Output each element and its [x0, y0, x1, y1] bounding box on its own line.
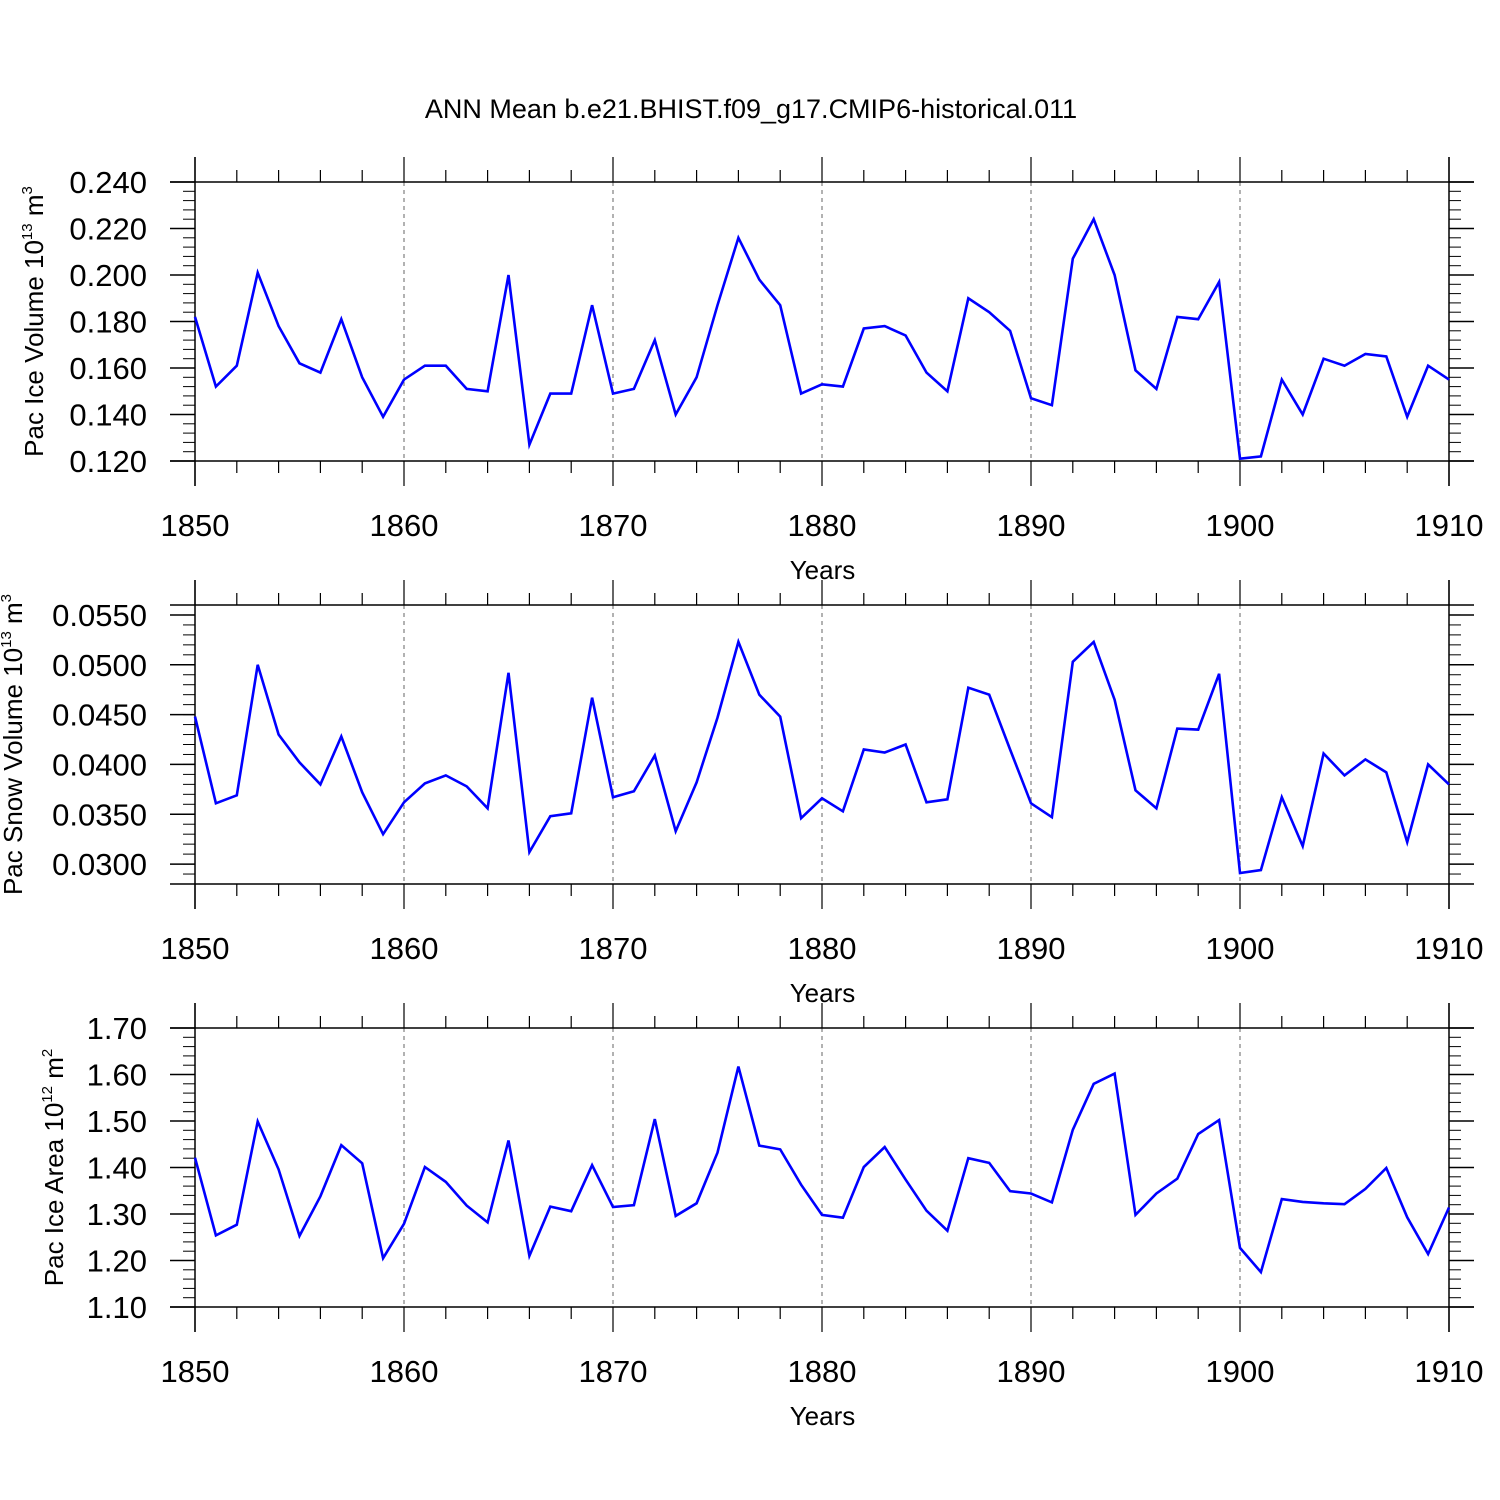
x-tick-label: 1870: [579, 508, 648, 543]
y-axis-title-text: Pac Ice Area 10: [39, 1103, 69, 1287]
panel-1: 0.120 0.140 0.160 0.180 0.200 0.220 0.240 1850 1…: [19, 157, 1483, 585]
y-tick-label: 0.240: [69, 165, 147, 200]
y-tick-label: 1.30: [87, 1197, 147, 1232]
y-tick-label: 0.0500: [52, 648, 147, 683]
x-tick-label: 1890: [997, 1354, 1066, 1389]
series-line: [193, 216, 1450, 461]
y-tick-label: 0.0450: [52, 698, 147, 733]
x-tick-label: 1850: [161, 1354, 230, 1389]
x-tick-label: 1890: [997, 931, 1066, 966]
y-tick-label: 0.180: [69, 305, 147, 340]
x-tick-label: 1850: [161, 931, 230, 966]
y-tick-label: 0.0300: [52, 847, 147, 882]
y-axis-title-text: m: [19, 194, 49, 223]
y-axis-title-exponent: 2: [39, 1049, 56, 1057]
y-tick-label: 0.140: [69, 398, 147, 433]
x-tick-label: 1870: [579, 931, 648, 966]
y-axis-title: Pac Snow Volume 1013 m3: [0, 594, 28, 895]
y-axis-title-text: m: [39, 1057, 69, 1086]
y-axis-title-text: Pac Ice Volume 10: [19, 240, 49, 457]
y-tick-label: 0.220: [69, 212, 147, 247]
y-tick-label: 1.20: [87, 1244, 147, 1279]
y-tick-label: 0.0400: [52, 747, 147, 782]
series-line: [193, 1066, 1451, 1275]
y-tick-label: 0.0550: [52, 598, 147, 633]
x-tick-label: 1880: [788, 931, 857, 966]
y-tick-label: 0.0350: [52, 797, 147, 832]
y-tick-label: 1.70: [87, 1011, 147, 1046]
x-tick-label: 1910: [1415, 1354, 1484, 1389]
y-axis-title-text: m: [0, 602, 28, 631]
x-tick-label: 1880: [788, 508, 857, 543]
y-tick-label: 0.160: [69, 351, 147, 386]
x-tick-label: 1860: [370, 1354, 439, 1389]
x-tick-label: 1900: [1206, 931, 1275, 966]
x-axis-title: Years: [790, 1401, 856, 1431]
y-tick-label: 0.200: [69, 258, 147, 293]
y-axis-title-exponent: 12: [39, 1086, 56, 1103]
y-axis-title-exponent: 3: [0, 594, 15, 602]
x-tick-label: 1860: [370, 508, 439, 543]
y-tick-label: 1.50: [87, 1104, 147, 1139]
y-axis-title: Pac Ice Area 1012 m2: [39, 1049, 69, 1286]
x-tick-label: 1910: [1415, 931, 1484, 966]
x-tick-label: 1890: [997, 508, 1066, 543]
y-axis-title-exponent: 13: [19, 223, 36, 240]
x-tick-label: 1860: [370, 931, 439, 966]
panel-2: 0.0300 0.0350 0.0400 0.0450 0.0500 0.0550 1850…: [0, 580, 1483, 1008]
y-tick-label: 1.10: [87, 1290, 147, 1325]
panel-3: 1.10 1.20 1.30 1.40 1.50 1.60 1.70 1850 1860 1870…: [39, 1003, 1483, 1431]
y-tick-label: 1.40: [87, 1151, 147, 1186]
x-tick-label: 1900: [1206, 1354, 1275, 1389]
y-tick-label: 1.60: [87, 1058, 147, 1093]
y-axis-title-exponent: 13: [0, 631, 15, 648]
y-axis-title: Pac Ice Volume 1013 m3: [19, 186, 49, 457]
y-axis-title-exponent: 3: [19, 186, 36, 194]
x-tick-label: 1910: [1415, 508, 1484, 543]
x-tick-label: 1900: [1206, 508, 1275, 543]
x-tick-label: 1880: [788, 1354, 857, 1389]
x-tick-label: 1850: [161, 508, 230, 543]
series-line: [193, 637, 1450, 875]
main-title: ANN Mean b.e21.BHIST.f09_g17.CMIP6-histo…: [425, 94, 1077, 124]
y-tick-label: 0.120: [69, 444, 147, 479]
y-axis-title-text: Pac Snow Volume 10: [0, 648, 28, 895]
x-tick-label: 1870: [579, 1354, 648, 1389]
